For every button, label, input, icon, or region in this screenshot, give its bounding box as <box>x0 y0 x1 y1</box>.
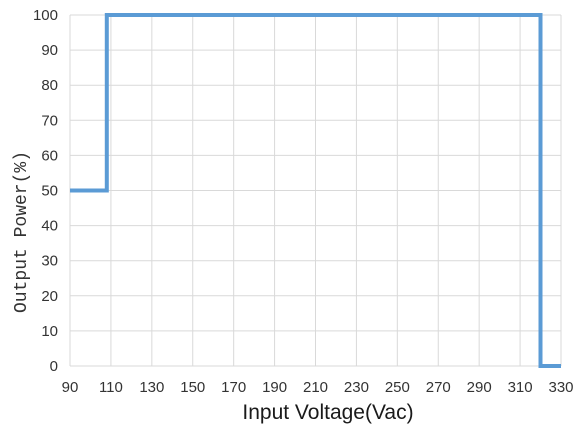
x-tick-label: 190 <box>262 379 287 396</box>
y-tick-label: 0 <box>50 358 58 375</box>
x-tick-label: 110 <box>99 379 123 396</box>
x-tick-label: 170 <box>221 379 246 396</box>
x-tick-label: 130 <box>139 379 164 396</box>
y-tick-label: 70 <box>41 112 58 129</box>
y-tick-label: 60 <box>41 147 58 164</box>
y-tick-label: 10 <box>41 323 58 340</box>
x-tick-label: 150 <box>180 379 205 396</box>
y-axis-label: Output Power(%) <box>12 151 32 313</box>
x-tick-label: 290 <box>467 379 492 396</box>
y-tick-label: 100 <box>33 7 58 24</box>
y-tick-label: 30 <box>41 253 58 270</box>
x-tick-label: 230 <box>344 379 369 396</box>
y-tick-label: 90 <box>41 42 58 59</box>
grid <box>69 14 562 367</box>
x-tick-label: 250 <box>385 379 410 396</box>
y-tick-label: 50 <box>41 183 58 200</box>
series-line <box>70 13 561 368</box>
series-layer <box>70 13 561 368</box>
y-tick-label: 80 <box>41 77 58 94</box>
y-axis-ticks: 0 10 20 30 40 50 60 70 80 90 100 <box>33 7 58 375</box>
y-tick-label: 40 <box>41 218 58 235</box>
x-tick-label: 310 <box>508 379 533 396</box>
x-axis-ticks: 90 110 130 150 170 190 210 230 250 270 290 310 330 <box>62 379 574 396</box>
x-tick-label: 330 <box>548 379 573 396</box>
y-tick-label: 20 <box>41 288 58 305</box>
x-tick-label: 210 <box>303 379 328 396</box>
x-axis-label: Input Voltage(Vac) <box>242 401 413 424</box>
x-tick-label: 90 <box>62 379 79 396</box>
x-tick-label: 270 <box>426 379 451 396</box>
